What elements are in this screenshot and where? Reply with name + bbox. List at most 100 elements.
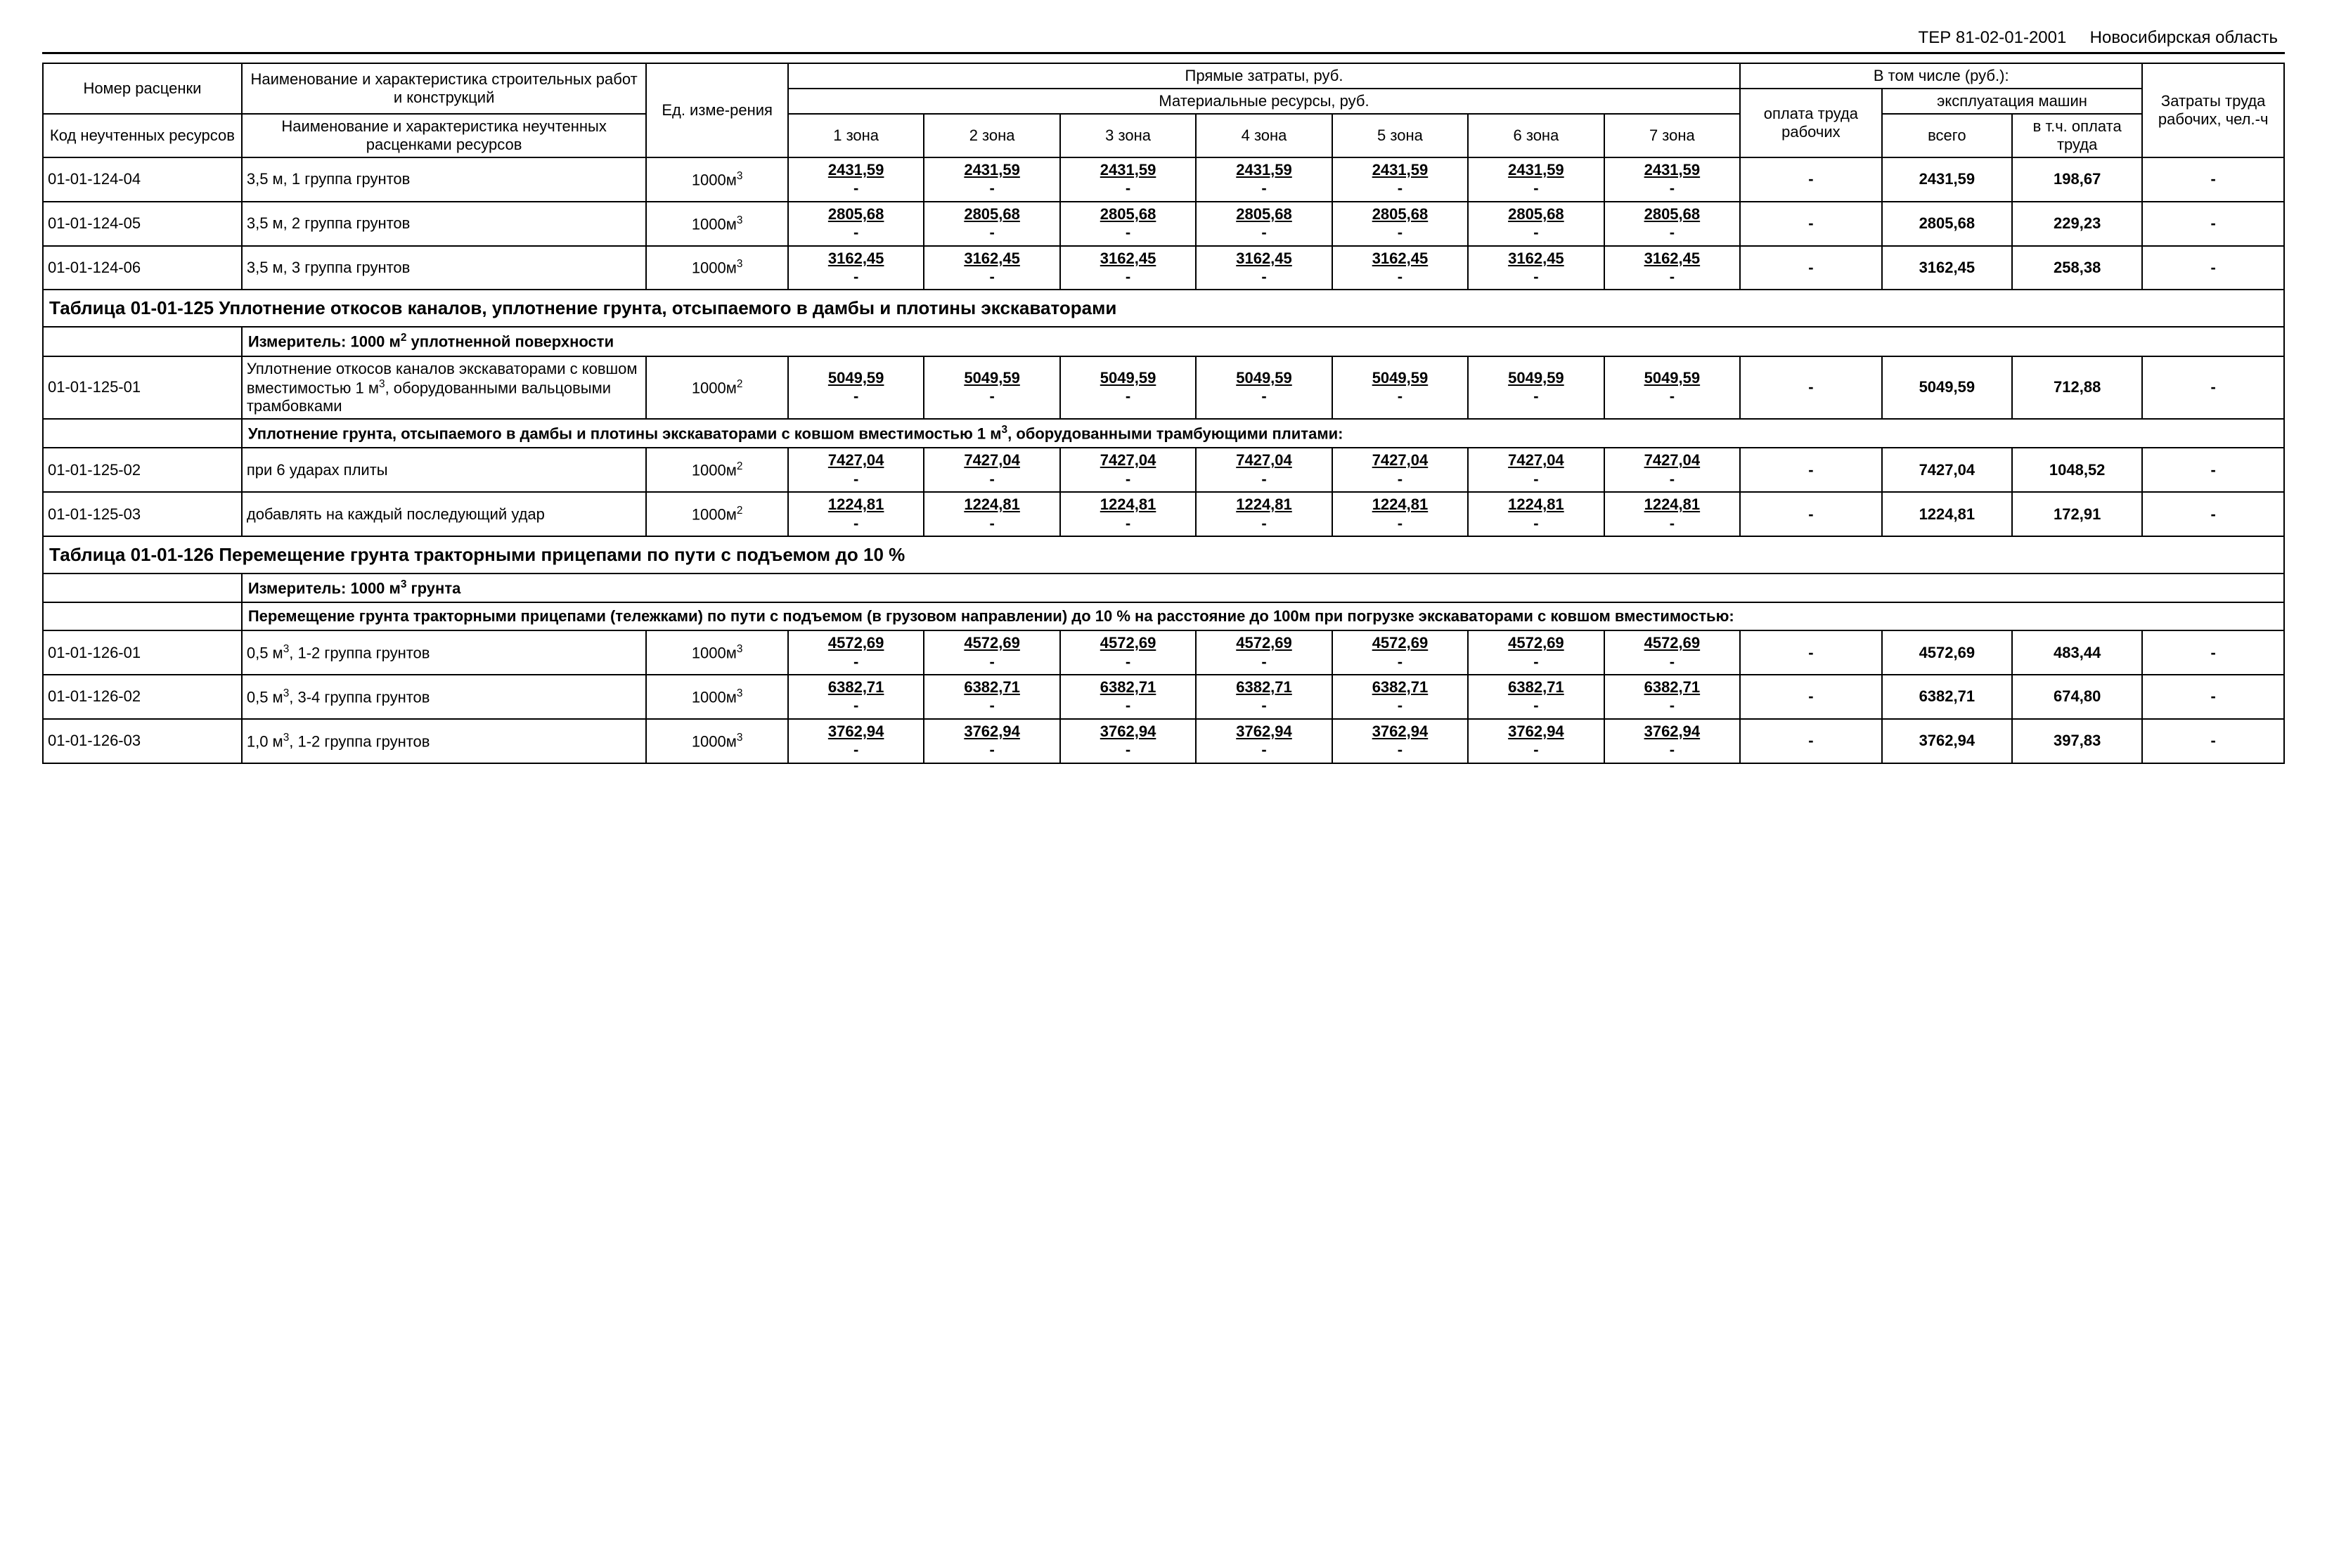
table-row: 01-01-124-053,5 м, 2 группа грунтов1000м… — [43, 202, 2284, 246]
h-z6: 6 зона — [1468, 114, 1604, 157]
oplata-cell: - — [1740, 492, 1882, 536]
oplata-cell: - — [1740, 246, 1882, 290]
zone-cell: 2431,59- — [1468, 157, 1604, 202]
zone-cell: 4572,69- — [788, 630, 924, 675]
zone-cell: 5049,59- — [1604, 356, 1740, 419]
zone-cell: 3762,94- — [1604, 719, 1740, 763]
zone-cell: 2431,59- — [1604, 157, 1740, 202]
h-vsego: всего — [1882, 114, 2012, 157]
zatr-cell: - — [2142, 202, 2284, 246]
name-cell: 3,5 м, 2 группа грунтов — [242, 202, 646, 246]
h-z4: 4 зона — [1196, 114, 1332, 157]
vsego-cell: 6382,71 — [1882, 675, 2012, 719]
zone-cell: 4572,69- — [1332, 630, 1468, 675]
zatr-cell: - — [2142, 157, 2284, 202]
zone-cell: 2805,68- — [1196, 202, 1332, 246]
zone-cell: 2431,59- — [924, 157, 1059, 202]
zone-cell: 2431,59- — [1332, 157, 1468, 202]
zone-cell: 4572,69- — [1196, 630, 1332, 675]
vsego-cell: 2431,59 — [1882, 157, 2012, 202]
zone-cell: 7427,04- — [1468, 448, 1604, 492]
zone-cell: 3162,45- — [788, 246, 924, 290]
unit-cell: 1000м2 — [646, 356, 788, 419]
h-zatr: Затраты труда рабочих, чел.-ч — [2142, 63, 2284, 157]
zone-cell: 4572,69- — [924, 630, 1059, 675]
section-title: Таблица 01-01-125 Уплотнение откосов кан… — [43, 290, 2284, 327]
table-row: 01-01-126-03 1,0 м3, 1-2 группа грунтов1… — [43, 719, 2284, 763]
zone-cell: 3762,94- — [924, 719, 1059, 763]
zone-cell: 1224,81- — [1468, 492, 1604, 536]
zone-cell: 3162,45- — [1604, 246, 1740, 290]
vtch-cell: 674,80 — [2012, 675, 2142, 719]
vtch-cell: 198,67 — [2012, 157, 2142, 202]
region: Новосибирская область — [2090, 28, 2278, 47]
zone-cell: 3162,45- — [1332, 246, 1468, 290]
h-material-res: Материальные ресурсы, руб. — [788, 89, 1740, 114]
h-z7: 7 зона — [1604, 114, 1740, 157]
code-cell: 01-01-124-06 — [43, 246, 242, 290]
zone-cell: 7427,04- — [788, 448, 924, 492]
zatr-cell: - — [2142, 492, 2284, 536]
zone-cell: 3762,94- — [788, 719, 924, 763]
oplata-cell: - — [1740, 157, 1882, 202]
vtch-cell: 172,91 — [2012, 492, 2142, 536]
code-cell: 01-01-125-02 — [43, 448, 242, 492]
zone-cell: 1224,81- — [1196, 492, 1332, 536]
zone-cell: 6382,71- — [1604, 675, 1740, 719]
empty-cell — [43, 602, 242, 630]
zone-cell: 6382,71- — [924, 675, 1059, 719]
unit-cell: 1000м2 — [646, 448, 788, 492]
vtch-cell: 258,38 — [2012, 246, 2142, 290]
unit-cell: 1000м3 — [646, 157, 788, 202]
code-cell: 01-01-125-01 — [43, 356, 242, 419]
zone-cell: 7427,04- — [1332, 448, 1468, 492]
unit-cell: 1000м3 — [646, 719, 788, 763]
zone-cell: 7427,04- — [1604, 448, 1740, 492]
zone-cell: 7427,04- — [1060, 448, 1196, 492]
vsego-cell: 5049,59 — [1882, 356, 2012, 419]
vsego-cell: 3162,45 — [1882, 246, 2012, 290]
h-ekspl: эксплуатация машин — [1882, 89, 2143, 114]
page-header: ТЕР 81-02-01-2001 Новосибирская область — [42, 28, 2285, 48]
h-unit: Ед. изме-рения — [646, 63, 788, 157]
empty-cell — [43, 574, 242, 602]
zone-cell: 5049,59- — [1196, 356, 1332, 419]
name-cell: 0,5 м3, 3-4 группа грунтов — [242, 675, 646, 719]
name-cell: 3,5 м, 1 группа грунтов — [242, 157, 646, 202]
zatr-cell: - — [2142, 356, 2284, 419]
code-cell: 01-01-125-03 — [43, 492, 242, 536]
zone-cell: 3762,94- — [1468, 719, 1604, 763]
zatr-cell: - — [2142, 675, 2284, 719]
zone-cell: 2805,68- — [1060, 202, 1196, 246]
zone-cell: 3762,94- — [1060, 719, 1196, 763]
description-cell: Перемещение грунта тракторными прицепами… — [242, 602, 2284, 630]
measure-cell: Измеритель: 1000 м3 грунта — [242, 574, 2284, 602]
table-row: 01-01-125-02 при 6 ударах плиты1000м2742… — [43, 448, 2284, 492]
description-cell: Уплотнение грунта, отсыпаемого в дамбы и… — [242, 419, 2284, 448]
zone-cell: 3162,45- — [924, 246, 1059, 290]
zone-cell: 3162,45- — [1196, 246, 1332, 290]
zone-cell: 3762,94- — [1196, 719, 1332, 763]
zone-cell: 6382,71- — [1060, 675, 1196, 719]
zone-cell: 1224,81- — [1332, 492, 1468, 536]
zone-cell: 6382,71- — [1196, 675, 1332, 719]
zone-cell: 7427,04- — [1196, 448, 1332, 492]
code-cell: 01-01-126-01 — [43, 630, 242, 675]
zone-cell: 3762,94- — [1332, 719, 1468, 763]
zone-cell: 1224,81- — [924, 492, 1059, 536]
table-head: Номер расценки Наименование и характерис… — [43, 63, 2284, 157]
zone-cell: 6382,71- — [788, 675, 924, 719]
zone-cell: 6382,71- — [1468, 675, 1604, 719]
code-cell: 01-01-124-05 — [43, 202, 242, 246]
h-z5: 5 зона — [1332, 114, 1468, 157]
table-row: 01-01-125-03 добавлять на каждый последу… — [43, 492, 2284, 536]
zatr-cell: - — [2142, 448, 2284, 492]
h-oplata: оплата труда рабочих — [1740, 89, 1882, 157]
zone-cell: 2431,59- — [1196, 157, 1332, 202]
vtch-cell: 229,23 — [2012, 202, 2142, 246]
zone-cell: 1224,81- — [788, 492, 924, 536]
table-row: 01-01-126-01 0,5 м3, 1-2 группа грунтов1… — [43, 630, 2284, 675]
zone-cell: 4572,69- — [1604, 630, 1740, 675]
zone-cell: 6382,71- — [1332, 675, 1468, 719]
zone-cell: 2431,59- — [788, 157, 924, 202]
